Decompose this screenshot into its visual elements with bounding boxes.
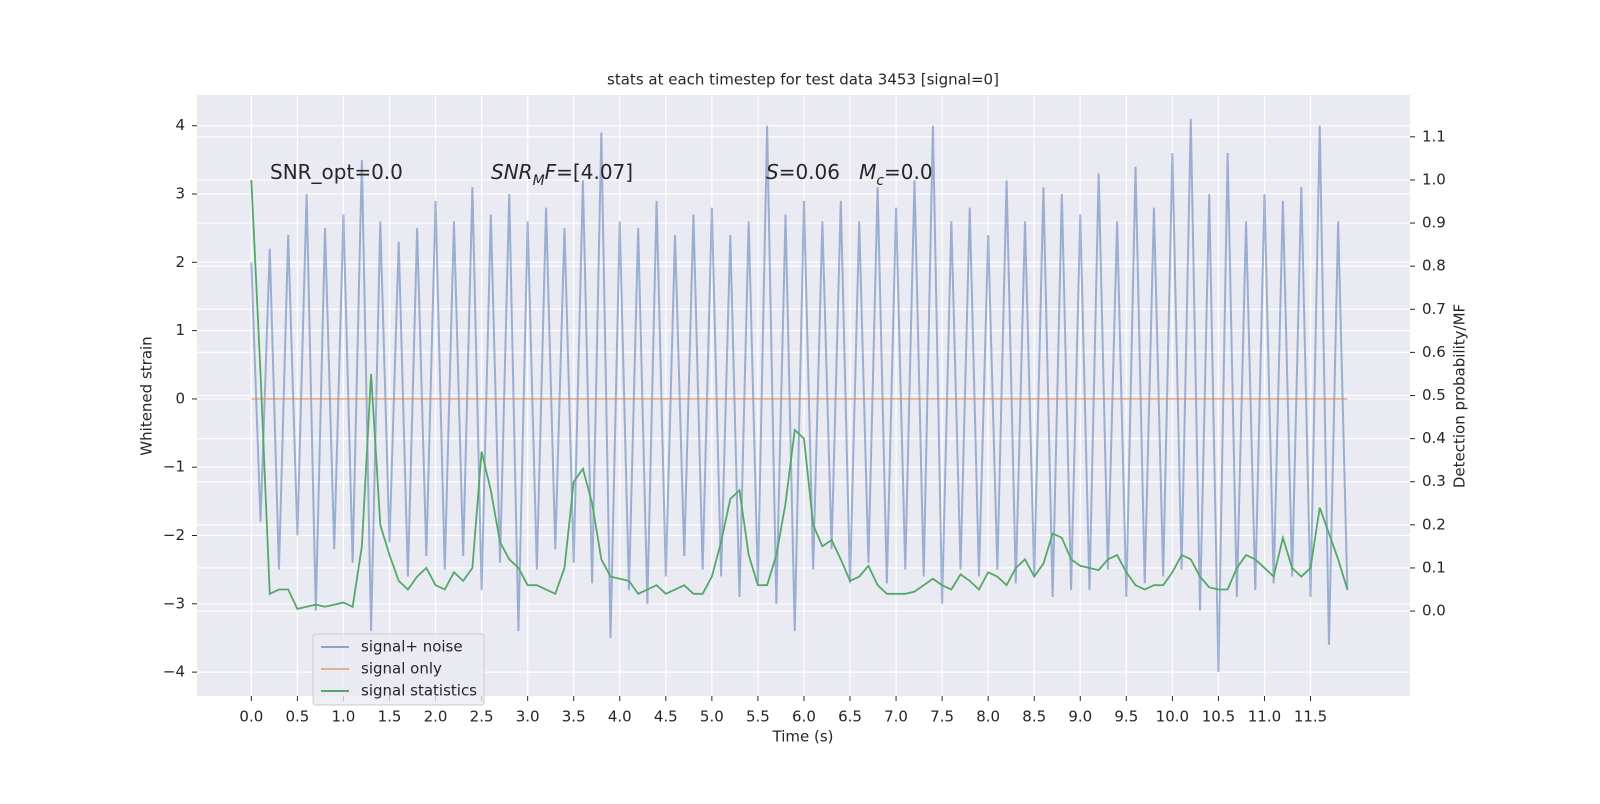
- series-line: [250, 118, 1349, 673]
- x-tick-label: 10.5: [1202, 708, 1235, 726]
- x-tick-label: 5.0: [700, 708, 724, 726]
- y2-tick-label: 0.7: [1422, 300, 1446, 318]
- y-tick-label: 1: [175, 321, 185, 339]
- annotation-part: F: [545, 160, 557, 184]
- y-axis-label: Whitened strain: [138, 336, 156, 455]
- y2-tick-label: 0.8: [1422, 257, 1446, 275]
- x-tick-label: 4.0: [608, 708, 632, 726]
- annotation-part: SNR_opt=0.0: [270, 160, 403, 184]
- y2-tick-label: 0.1: [1422, 558, 1446, 576]
- annotation-part: =[4.07]: [556, 160, 633, 184]
- y-tick-label: 4: [175, 116, 185, 134]
- x-tick-label: 1.0: [332, 708, 356, 726]
- x-tick-label: 5.5: [746, 708, 770, 726]
- x-tick-label: 11.5: [1294, 708, 1327, 726]
- y-tick-label: 0: [175, 389, 185, 407]
- annotation-part: S: [766, 160, 779, 184]
- x-tick-label: 0.0: [239, 708, 263, 726]
- y2-tick-label: 0.9: [1422, 214, 1446, 232]
- x-tick-label: 8.5: [1022, 708, 1046, 726]
- x-tick-label: 7.5: [930, 708, 954, 726]
- annotation: S=0.06 Mc=0.0: [766, 160, 933, 190]
- y2-tick-label: 0.6: [1422, 343, 1446, 361]
- x-tick-label: 0.5: [285, 708, 309, 726]
- annotation: SNR_opt=0.0: [270, 160, 403, 184]
- y2-tick-label: 1.1: [1422, 127, 1446, 145]
- y2-tick-label: 0.0: [1422, 602, 1446, 620]
- annotation-part: SNR: [491, 160, 533, 184]
- x-tick-label: 4.5: [654, 708, 678, 726]
- y-tick-label: 3: [175, 185, 185, 203]
- y2-tick-label: 0.5: [1422, 386, 1446, 404]
- x-tick-label: 11.0: [1248, 708, 1281, 726]
- y-tick-label: −3: [163, 594, 185, 612]
- x-tick-label: 1.5: [378, 708, 402, 726]
- x-tick-label: 7.0: [884, 708, 908, 726]
- x-tick-label: 3.5: [562, 708, 586, 726]
- x-tick-label: 9.5: [1114, 708, 1138, 726]
- legend-label: signal+ noise: [361, 638, 463, 656]
- x-tick-label: 9.0: [1068, 708, 1092, 726]
- x-tick-label: 10.0: [1156, 708, 1189, 726]
- x-tick-label: 6.0: [792, 708, 816, 726]
- x-tick-label: 2.0: [424, 708, 448, 726]
- y2-axis-label: Detection probability/MF: [1451, 304, 1469, 488]
- y-tick-label: −1: [163, 458, 185, 476]
- annotation-part: =0.06: [779, 160, 859, 184]
- legend-label: signal statistics: [361, 682, 477, 700]
- annotation-part: M: [533, 173, 545, 189]
- legend-label: signal only: [361, 660, 442, 678]
- y-tick-label: −2: [163, 526, 185, 544]
- x-tick-label: 3.0: [516, 708, 540, 726]
- annotation-part: =0.0: [884, 160, 933, 184]
- y2-tick-label: 0.3: [1422, 472, 1446, 490]
- x-tick-label: 8.0: [976, 708, 1000, 726]
- series-line: [250, 179, 1349, 610]
- y2-tick-label: 0.2: [1422, 515, 1446, 533]
- annotation-part: M: [859, 160, 876, 184]
- annotation-part: c: [876, 173, 884, 189]
- y2-tick-label: 1.0: [1422, 170, 1446, 188]
- x-tick-label: 2.5: [470, 708, 494, 726]
- chart-title: stats at each timestep for test data 345…: [607, 71, 999, 89]
- y-tick-label: −4: [163, 663, 185, 681]
- y-tick-label: 2: [175, 253, 185, 271]
- y2-tick-label: 0.4: [1422, 429, 1446, 447]
- x-tick-label: 6.5: [838, 708, 862, 726]
- legend-box: [312, 633, 485, 706]
- x-axis-label: Time (s): [772, 728, 834, 746]
- annotation: SNRMF=[4.07]: [491, 160, 633, 190]
